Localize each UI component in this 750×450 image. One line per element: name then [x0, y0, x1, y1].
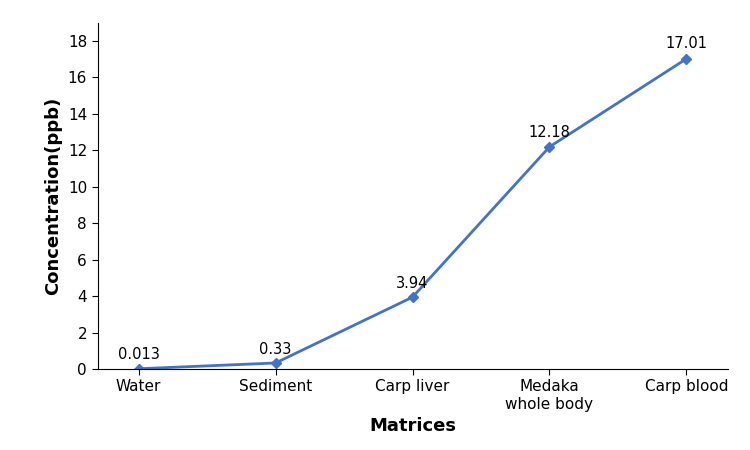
- Text: 12.18: 12.18: [529, 125, 571, 140]
- Text: 0.33: 0.33: [260, 342, 292, 356]
- Text: 17.01: 17.01: [665, 36, 707, 51]
- Y-axis label: Concentration(ppb): Concentration(ppb): [44, 97, 62, 295]
- X-axis label: Matrices: Matrices: [369, 417, 456, 435]
- Text: 0.013: 0.013: [118, 347, 160, 362]
- Text: 3.94: 3.94: [396, 276, 429, 291]
